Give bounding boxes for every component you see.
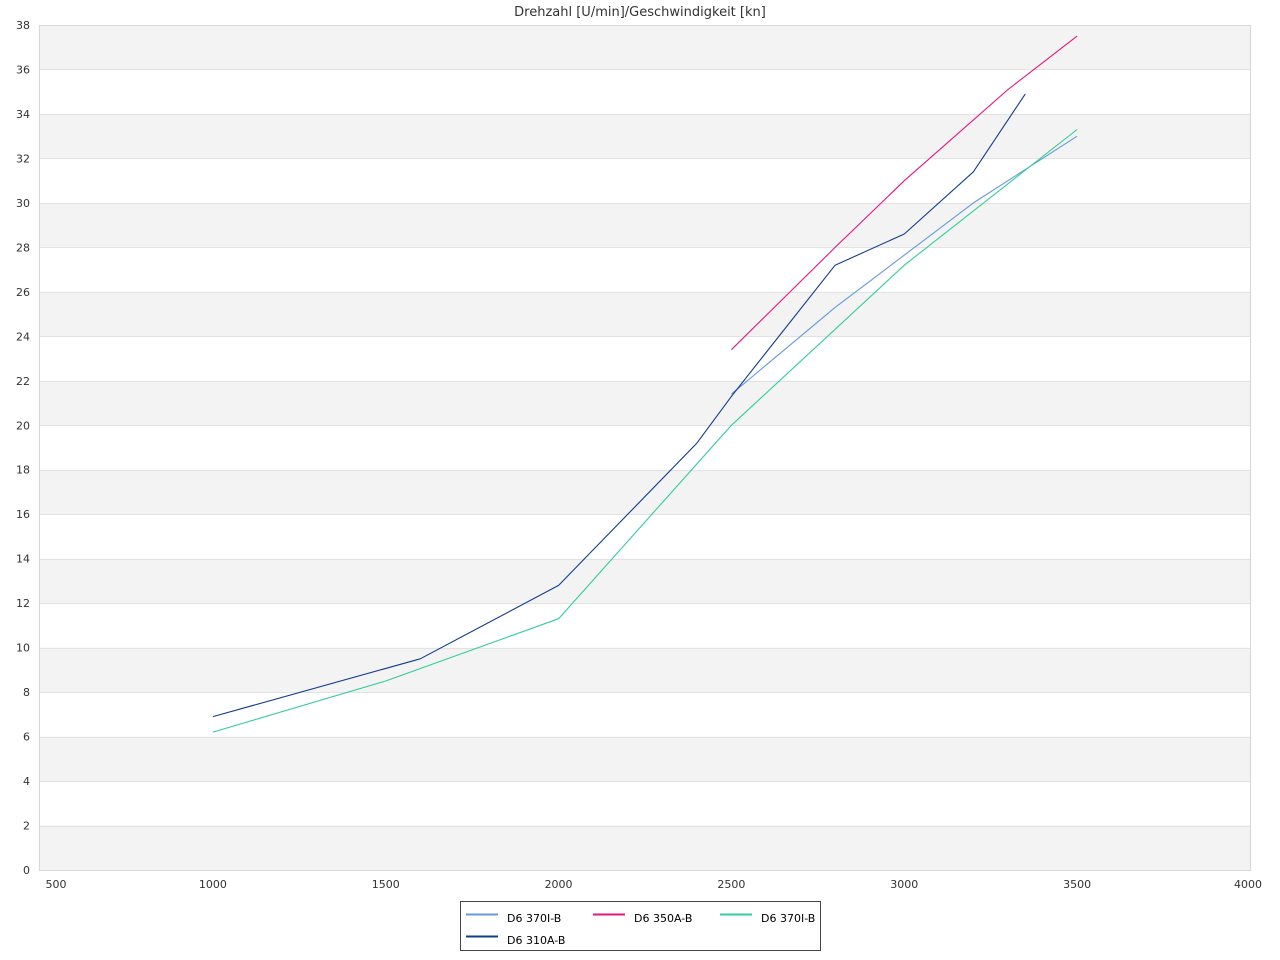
y-tick-label: 20 bbox=[16, 419, 30, 432]
x-tick-label: 3500 bbox=[1063, 878, 1091, 891]
x-tick-label: 1500 bbox=[372, 878, 400, 891]
grid-band bbox=[40, 469, 1250, 515]
y-tick-label: 38 bbox=[16, 19, 30, 32]
y-tick-label: 0 bbox=[23, 864, 30, 877]
series-line-d6-350a-b bbox=[731, 35, 1078, 351]
x-tick-label: 1000 bbox=[199, 878, 227, 891]
y-tick-label: 4 bbox=[23, 775, 30, 788]
y-tick-label: 28 bbox=[16, 241, 30, 254]
plot-area-border bbox=[39, 25, 1251, 871]
grid-band bbox=[40, 558, 1250, 604]
y-tick-label: 24 bbox=[16, 330, 30, 343]
y-tick-label: 36 bbox=[16, 63, 30, 76]
grid-band bbox=[40, 202, 1250, 248]
grid-bands bbox=[40, 25, 1250, 870]
chart-title: Drehzahl [U/min]/Geschwindigkeit [kn] bbox=[514, 5, 766, 20]
y-tick-label: 16 bbox=[16, 508, 30, 521]
grid-band bbox=[40, 25, 1250, 70]
y-tick-label: 30 bbox=[16, 197, 30, 210]
legend-label: D6 370I-B bbox=[507, 912, 561, 925]
legend-label: D6 350A-B bbox=[634, 912, 692, 925]
y-tick-label: 6 bbox=[23, 731, 30, 744]
y-tick-label: 14 bbox=[16, 553, 30, 566]
grid-band bbox=[40, 736, 1250, 782]
y-tick-label: 10 bbox=[16, 642, 30, 655]
grid-band bbox=[40, 113, 1250, 159]
series-line-d6-370i-b bbox=[212, 129, 1078, 733]
y-tick-label: 22 bbox=[16, 375, 30, 388]
x-tick-label: 500 bbox=[46, 878, 67, 891]
x-tick-label: 2000 bbox=[545, 878, 573, 891]
x-tick-label: 3000 bbox=[890, 878, 918, 891]
legend-label: D6 370I-B bbox=[761, 912, 815, 925]
x-tick-label: 2500 bbox=[717, 878, 745, 891]
y-tick-label: 12 bbox=[16, 597, 30, 610]
legend-label: D6 310A-B bbox=[507, 934, 565, 947]
y-tick-label: 32 bbox=[16, 152, 30, 165]
y-tick-label: 26 bbox=[16, 286, 30, 299]
legend: D6 370I-B D6 350A-B D6 370I-B D6 310A-B bbox=[460, 901, 821, 951]
y-tick-label: 8 bbox=[23, 686, 30, 699]
y-tick-label: 2 bbox=[23, 820, 30, 833]
x-tick-label: 4000 bbox=[1234, 878, 1262, 891]
grid-band bbox=[40, 647, 1250, 693]
y-tick-label: 18 bbox=[16, 464, 30, 477]
x-axis-ticks: 500 1000 1500 2000 2500 3000 3500 4000 bbox=[46, 878, 1263, 891]
grid-band bbox=[40, 380, 1250, 426]
series-lines bbox=[212, 35, 1078, 733]
series-line-d6-310a-b bbox=[212, 93, 1026, 718]
legend-box bbox=[460, 901, 821, 951]
grid-band bbox=[40, 291, 1250, 337]
y-tick-label: 34 bbox=[16, 108, 30, 121]
grid-band bbox=[40, 825, 1250, 870]
